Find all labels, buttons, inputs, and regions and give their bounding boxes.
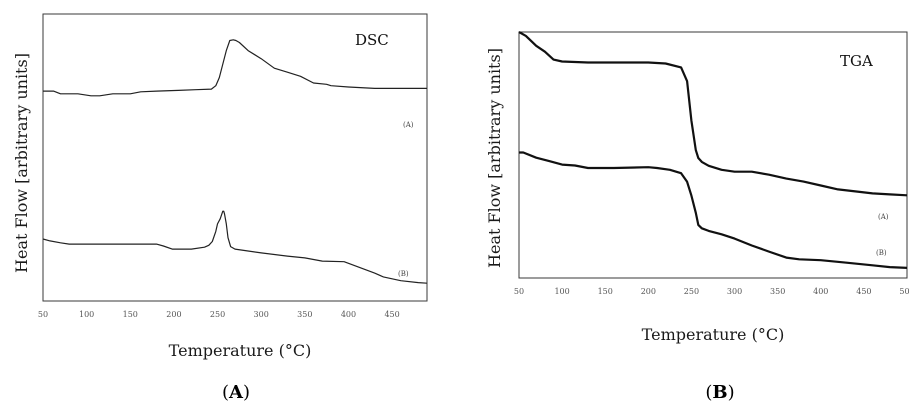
- tga-curve-labels: (A) (B): [876, 213, 889, 257]
- dsc-plot-frame: [42, 13, 428, 302]
- dsc-x-tick-label: 50: [38, 310, 48, 319]
- dsc-x-tick-label: 450: [384, 310, 399, 319]
- tga-series-label-a: (A): [878, 213, 889, 221]
- tga-x-tick-label: 300: [727, 287, 742, 296]
- tga-series-line-a: [518, 31, 908, 197]
- tga-series-line-b: [519, 151, 908, 269]
- dsc-panel-label: (A): [222, 382, 250, 403]
- dsc-series-label-a: (A): [403, 121, 414, 129]
- dsc-x-ticks: 50 100 150 200 250 300 350 400 450: [38, 310, 400, 319]
- dsc-panel: 50 100 150 200 250 300 350 400 450 (A) (B) DSC Te…: [12, 13, 428, 403]
- dsc-series: [42, 39, 428, 284]
- tga-x-axis-label: Temperature (°C): [642, 325, 785, 344]
- tga-panel-label: (B): [705, 382, 734, 403]
- dsc-x-tick-label: 250: [210, 310, 225, 319]
- tga-x-ticks: 50 100 150 200 250 300 350 400 450 500: [514, 287, 909, 296]
- tga-x-tick-label: 150: [598, 287, 613, 296]
- tga-panel: 50 100 150 200 250 300 350 400 450 500 (A) (B) TGA…: [485, 31, 909, 403]
- dsc-series-line-b: [42, 210, 428, 284]
- dsc-x-axis-label: Temperature (°C): [169, 341, 312, 360]
- tga-x-tick-label: 200: [641, 287, 656, 296]
- dsc-x-tick-label: 400: [341, 310, 356, 319]
- tga-series-label-b: (B): [876, 249, 887, 257]
- dsc-x-tick-label: 300: [254, 310, 269, 319]
- tga-chart-title: TGA: [840, 52, 873, 70]
- dsc-x-tick-label: 100: [79, 310, 94, 319]
- tga-x-tick-label: 400: [813, 287, 828, 296]
- tga-x-tick-label: 500: [899, 287, 909, 296]
- tga-x-tick-label: 350: [770, 287, 785, 296]
- dsc-series-line-a: [43, 39, 427, 97]
- dsc-y-axis-label: Heat Flow [arbitrary units]: [12, 53, 31, 273]
- dsc-x-tick-label: 350: [297, 310, 312, 319]
- dsc-x-tick-label: 200: [166, 310, 181, 319]
- tga-x-tick-label: 450: [856, 287, 871, 296]
- dsc-curve-labels: (A) (B): [398, 121, 414, 278]
- tga-series: [518, 31, 908, 269]
- dsc-series-label-b: (B): [398, 270, 409, 278]
- dsc-chart-title: DSC: [355, 31, 389, 49]
- dsc-x-tick-label: 150: [123, 310, 138, 319]
- tga-plot-frame: [518, 31, 908, 279]
- tga-x-tick-label: 250: [684, 287, 699, 296]
- tga-y-axis-label: Heat Flow [arbitrary units]: [485, 48, 504, 268]
- tga-x-tick-label: 100: [554, 287, 569, 296]
- tga-x-tick-label: 50: [514, 287, 524, 296]
